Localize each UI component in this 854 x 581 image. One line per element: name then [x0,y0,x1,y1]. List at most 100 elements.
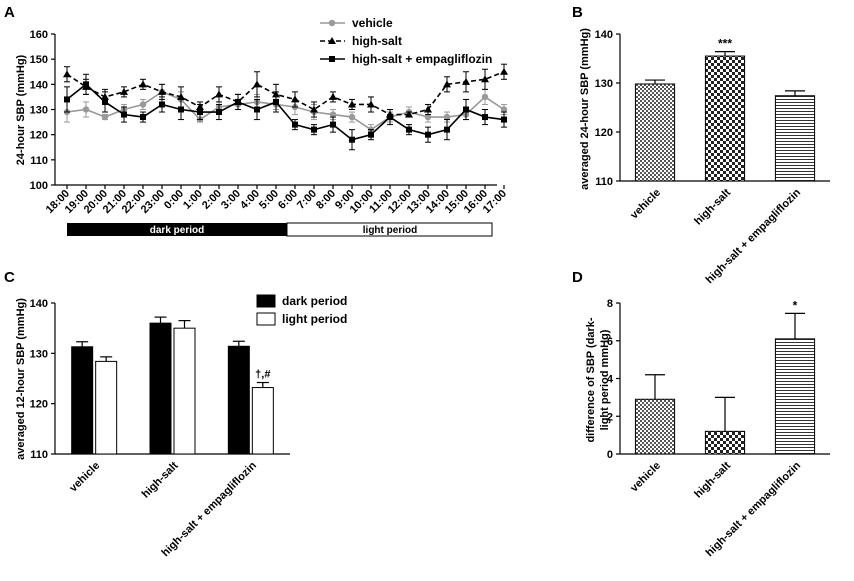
panel-b-ytick-label: 140 [595,29,613,41]
legend-label: dark period [282,294,347,308]
data-point [121,111,127,118]
data-point [159,101,165,108]
data-point [63,70,71,78]
panel-a-ytick-label: 100 [30,180,48,192]
series-0 [63,83,508,136]
data-point [235,98,241,105]
data-point [462,77,470,85]
panel-a-xtick-label: 8:00 [314,188,338,212]
bar [251,387,274,455]
legend-marker [328,19,336,27]
series-1 [63,63,508,121]
panel-b-ytick-label: 110 [595,176,613,188]
panel-b-ylabel: averaged 24-hour SBP (mmHg) [579,28,591,190]
data-point [500,67,508,75]
panel-a-xtick-label: 2:00 [200,188,224,212]
data-point [443,113,451,121]
panel-c-ytick-label: 110 [30,449,48,461]
panel-c-ylabel: averaged 12-hour SBP (mmHg) [15,298,27,460]
data-point [82,106,90,113]
category-label: vehicle [628,460,663,495]
panel-a-xtick-label: 1:00 [181,188,205,212]
data-point [482,114,488,121]
data-point [425,131,431,138]
data-point [500,106,508,113]
category-label: high-salt [692,186,733,227]
bar [173,327,196,455]
legend-label: high-salt [352,34,402,48]
panel-a-ytick-label: 160 [30,29,48,41]
category-label: vehicle [628,187,663,222]
panel-b-ytick-label: 130 [595,78,613,90]
panel-a-xtick-label: 3:00 [219,188,243,212]
data-point [215,90,223,98]
series-line [66,71,505,116]
period-bar: dark period light period [67,222,493,237]
panel-a-ytick-label: 120 [30,130,48,142]
data-point [292,121,298,128]
data-point [443,80,451,88]
bar [149,322,172,455]
legend-label: high-salt + empagliflozin [352,52,492,66]
data-point [463,106,469,113]
panel-a-ytick-label: 110 [30,155,48,167]
panel-a-ytick-label: 130 [30,105,48,117]
data-point [330,121,336,128]
panel-b-ytick-label: 120 [595,127,613,139]
data-point [329,111,337,118]
panel-c-ytick-label: 140 [30,298,48,310]
data-point [140,114,146,121]
legend-marker [328,37,336,44]
bar [774,95,816,182]
data-point [481,75,489,83]
legend-label: vehicle [352,16,393,30]
data-point [254,106,260,113]
data-point [501,116,507,123]
data-point [348,113,356,121]
panel-b-bar-chart: averaged 24-hour SBP (mmHg) 110 120 130 140… [579,28,830,286]
light-period-label: light period [363,225,417,236]
bar [95,360,118,455]
panel-a-xtick-label: 6:00 [276,188,300,212]
panel-d-ylabel-line-2: light period mmHg) [599,329,611,430]
category-label: high-salt + empagliflozin [159,459,259,559]
panel-d-ytick-label: 8 [607,298,613,310]
data-point [216,109,222,116]
data-point [406,126,412,133]
series-line [66,90,505,131]
data-point [102,98,108,105]
dark-period-label: dark period [150,225,204,236]
bar [634,83,676,182]
panel-c-ytick-label: 120 [30,399,48,411]
data-point [349,136,355,143]
data-point [310,105,318,113]
panel-a-axes: 100 110 120 130 140 150 160 [30,29,497,192]
panel-letter-b: B [572,4,583,21]
data-point [387,114,393,121]
data-point [139,101,147,108]
panel-a-legend: vehicle high-salt high-salt + empagliflozi… [320,16,492,66]
panel-d-ylabel-line-1: difference of SBP (dark- [585,317,597,442]
panel-d-ytick-label: 4 [607,374,614,386]
panel-letter-c: C [4,269,15,286]
data-point [368,131,374,138]
data-point [273,98,279,105]
data-point [178,106,184,113]
bar [704,55,746,182]
data-point [139,80,147,88]
panel-c-legend: dark period light period [256,294,347,326]
panel-b-plot: 110120130140vehicle***high-salthigh-salt… [595,29,830,286]
data-point [120,87,128,95]
dark-period-segment [67,223,287,236]
panel-c-plot: 110 120 130 140 vehicle high-salt †,# high-salt… [30,298,290,559]
bar [704,430,746,455]
category-label: vehicle [67,460,102,495]
panel-a-series [63,63,508,151]
panel-a-xticks: 18:0019:0020:0021:0022:0023:000:001:002:… [44,185,509,216]
panel-d-ytick-label: 6 [607,336,613,348]
panel-a-xtick-label: 7:00 [295,188,319,212]
panel-a-line-chart: 24-hour SBP (mmHg) 100 110 120 130 140 150 160… [15,16,509,237]
data-point [481,93,489,101]
